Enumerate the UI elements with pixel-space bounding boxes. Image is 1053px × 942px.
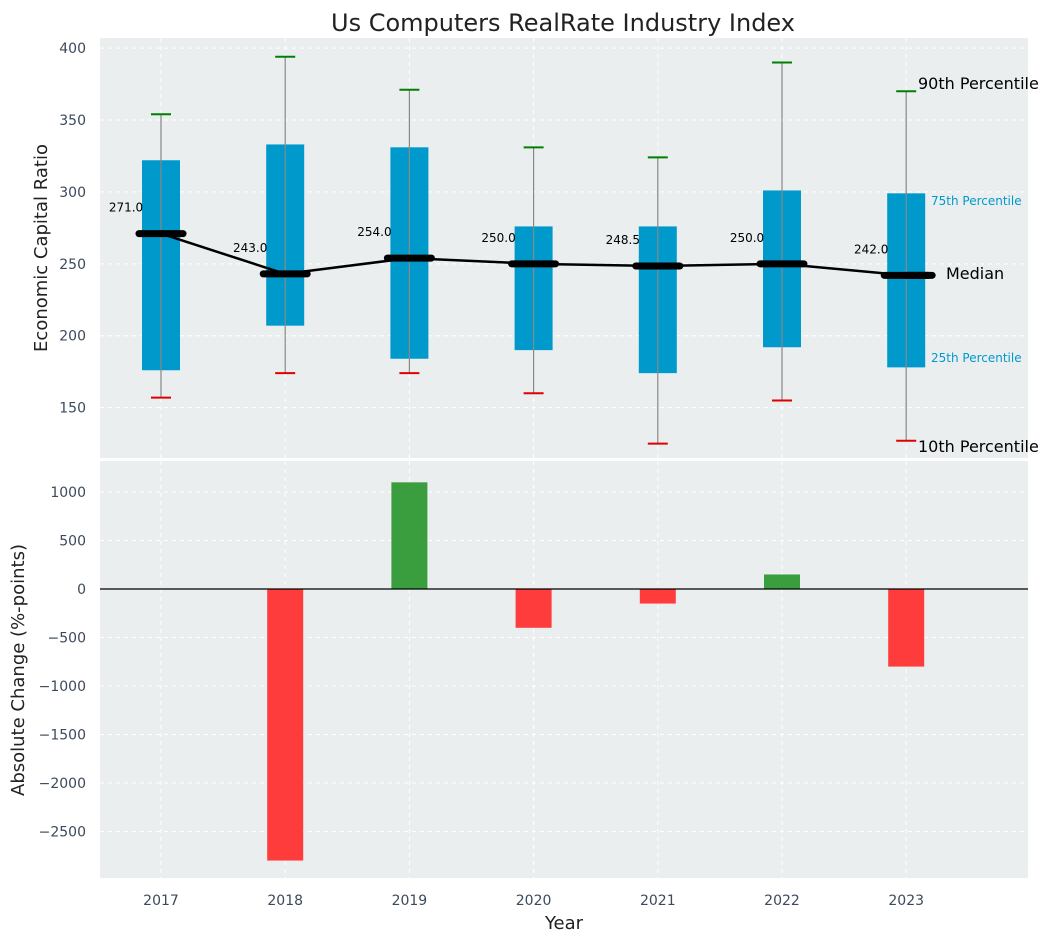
median-value-label: 242.0 (854, 242, 888, 256)
x-tick-label: 2023 (888, 893, 924, 909)
x-tick-label: 2021 (640, 893, 676, 909)
bottom-y-tick-label: −1500 (39, 727, 86, 743)
bottom-y-ticks: −2500 −2000 −1500 −1000 −500 0 500 1000 (39, 485, 86, 840)
annotation-p10: 10th Percentile (918, 437, 1039, 456)
bottom-y-tick-label: −1000 (39, 679, 86, 695)
top-y-tick-label: 250 (59, 257, 86, 273)
bottom-y-tick-label: 500 (59, 534, 86, 550)
median-value-label: 243.0 (233, 241, 267, 255)
change-bar (639, 589, 676, 604)
top-y-tick-label: 200 (59, 329, 86, 345)
annotation-p75: 75th Percentile (931, 194, 1022, 208)
bottom-y-tick-label: −2000 (39, 776, 86, 792)
change-bar (764, 574, 800, 590)
annotation-median: Median (946, 264, 1004, 283)
change-bar (515, 589, 552, 628)
top-y-ticks: 150 200 250 300 350 400 (59, 41, 86, 417)
top-plot-background (100, 38, 1028, 458)
box-series: 271.0 243.0 254.0 250.0 248.5 250.0 242.0 (109, 55, 936, 445)
bottom-grid (100, 461, 1028, 878)
bottom-y-tick-label: 1000 (50, 485, 86, 501)
median-value-label: 250.0 (481, 231, 515, 245)
median-value-label: 250.0 (730, 231, 764, 245)
x-tick-label: 2017 (143, 893, 179, 909)
top-y-tick-label: 400 (59, 41, 86, 57)
x-tick-label: 2020 (516, 893, 552, 909)
median-value-label: 254.0 (357, 225, 391, 239)
annotation-p90: 90th Percentile (918, 74, 1039, 93)
bar-series (267, 482, 925, 861)
median-value-label: 271.0 (109, 201, 143, 215)
annotation-p25: 25th Percentile (931, 351, 1022, 365)
top-y-tick-label: 150 (59, 401, 86, 417)
change-bar (267, 589, 304, 861)
x-ticks: 2017 2018 2019 2020 2021 2022 2023 (143, 893, 924, 909)
change-bar (888, 589, 925, 667)
change-bar (391, 482, 428, 590)
bottom-y-tick-label: −500 (48, 630, 86, 646)
bottom-y-axis-label: Absolute Change (%-points) (8, 544, 29, 796)
x-axis-label: Year (544, 913, 584, 934)
median-value-label: 248.5 (606, 233, 640, 247)
bottom-plot-background (100, 461, 1028, 878)
x-tick-label: 2019 (392, 893, 428, 909)
top-y-axis-label: Economic Capital Ratio (31, 144, 52, 352)
top-y-tick-label: 300 (59, 185, 86, 201)
x-tick-label: 2022 (764, 893, 800, 909)
bottom-y-tick-label: 0 (77, 582, 86, 598)
bottom-y-tick-label: −2500 (39, 824, 86, 840)
chart-title: Us Computers RealRate Industry Index (331, 9, 795, 37)
top-y-tick-label: 350 (59, 113, 86, 129)
x-tick-label: 2018 (267, 893, 303, 909)
